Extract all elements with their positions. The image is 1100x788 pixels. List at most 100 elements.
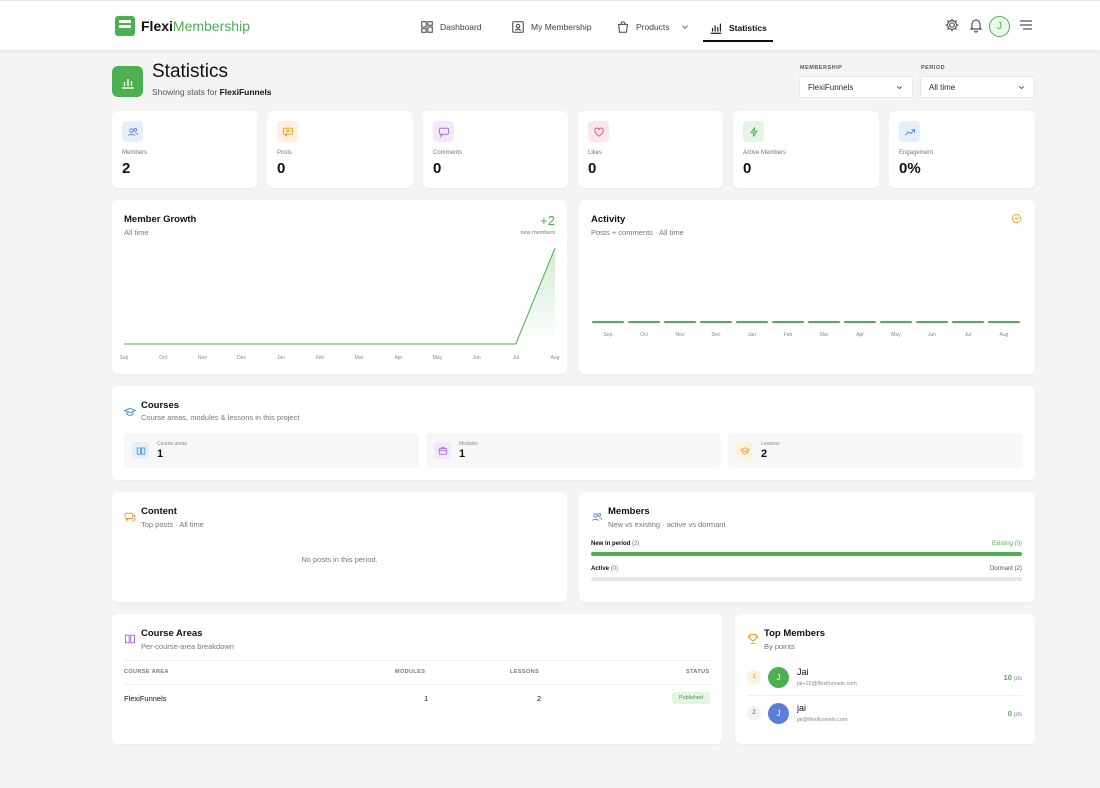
courses-title: Courses [141,400,180,411]
rank-badge: 2 [747,706,761,720]
book-icon [125,634,135,644]
activity-bar[interactable] [736,321,768,323]
graduation-cap-icon [124,407,136,416]
col-header-course-area[interactable]: COURSE AREA [124,669,169,675]
member-email: jai@flexifunnels.com [797,717,848,723]
x-tick-label: Jan [748,332,756,338]
lessons-tile: Lessons 2 [728,433,1023,468]
statistics-page-icon [112,66,143,97]
period-select-value: All time [929,82,956,92]
membership-filter-label: MEMBERSHIP [800,65,843,71]
activity-card: Activity Posts + comments · All time Sep… [579,200,1035,374]
chevron-down-icon [896,85,903,89]
growth-area-fill [124,248,555,344]
period-select[interactable]: All time [920,76,1035,98]
col-header-lessons[interactable]: LESSONS [510,669,540,675]
stat-card-comments: Comments 0 [423,111,568,188]
member-growth-delta: +2 [540,213,555,228]
member-name: Jai [797,667,809,677]
col-header-status[interactable]: STATUS [686,669,710,675]
subtitle-project-name: FlexiFunnels [219,87,272,97]
nav-products-label: Products [636,22,670,32]
nav-my-membership[interactable]: My Membership [511,15,591,39]
user-avatar[interactable]: J [989,16,1010,37]
nav-statistics[interactable]: Statistics [703,15,773,42]
membership-select-value: FlexiFunnels [808,82,854,92]
x-tick-label: Feb [316,355,325,361]
brand-name-part2: Membership [172,18,250,34]
nav-dashboard-label: Dashboard [440,22,482,32]
nav-products[interactable]: Products [616,15,690,39]
member-growth-title: Member Growth [124,214,197,225]
nav-dashboard[interactable]: Dashboard [420,15,482,39]
activity-chart: Sep Oct Nov Dec Jan Feb Mar Apr May Jun Jul Aug [592,321,1020,338]
member-points: 0 pts [1007,709,1022,718]
activity-bar[interactable] [772,321,804,323]
lightning-icon [743,121,764,142]
tile-label: Course areas [157,441,188,447]
member-growth-chart: Sep Oct Nov Dec Jan Feb Mar Apr May Jun Jul Aug [120,247,560,361]
bell-icon[interactable] [968,17,984,33]
activity-bar[interactable] [700,321,732,323]
new-in-period-label: New in period (2) [591,541,640,547]
x-tick-label: Jul [965,332,971,338]
activity-bar[interactable] [592,321,624,323]
stat-value: 2 [122,160,131,177]
existing-label: Existing (0) [991,541,1022,547]
logo-icon [115,16,135,36]
members-icon [592,512,602,521]
activity-bar[interactable] [664,321,696,323]
course-area-name[interactable]: FlexiFunnels [124,694,167,703]
heart-icon [588,121,609,142]
activity-bar[interactable] [880,321,912,323]
rank-badge: 1 [747,670,761,684]
member-email: jai+22@flexifunnels.com [797,681,857,687]
menu-icon[interactable] [1018,17,1034,33]
activity-bar[interactable] [988,321,1020,323]
course-areas-card: Course Areas Per-course-area breakdown [112,614,722,744]
x-tick-label: Nov [676,332,685,338]
course-area-modules: 1 [424,694,429,703]
members-title: Members [608,506,650,517]
tile-value: 2 [761,448,768,460]
stat-card-members: Members 2 [112,111,257,188]
col-header-modules[interactable]: MODULES [395,669,426,675]
activity-icon [1011,213,1022,224]
x-tick-label: Jan [277,355,285,361]
x-tick-label: Sep [604,332,613,338]
divider [124,660,710,661]
activity-bar[interactable] [916,321,948,323]
x-tick-label: Apr [394,355,402,361]
avatar: J [768,667,789,688]
stat-card-engagement: Engagement 0% [889,111,1035,188]
cap-icon [736,442,753,459]
brand-name-part1: Flexi [141,18,173,34]
x-tick-label: Nov [198,355,207,361]
member-growth-subtitle: All time [124,228,149,237]
activity-bar[interactable] [808,321,840,323]
stat-value: 0 [433,160,442,177]
activity-bar[interactable] [628,321,660,323]
activity-bar[interactable] [952,321,984,323]
membership-select[interactable]: FlexiFunnels [799,76,913,98]
top-members-subtitle: By points [764,642,795,651]
x-tick-label: Sep [120,355,129,361]
x-tick-label: May [433,355,443,361]
dormant-label: Dormant (2) [989,566,1022,572]
brand-logo[interactable]: FlexiMembership [115,16,250,36]
content-empty-state: No posts in this period. [301,555,378,564]
x-tick-label: Oct [159,355,167,361]
tile-label: Modules [459,441,478,447]
x-tick-label: Jun [473,355,481,361]
course-areas-subtitle: Per-course-area breakdown [141,642,234,651]
activity-bar[interactable] [844,321,876,323]
member-growth-card: Member Growth All time +2 new members Se… [112,200,567,374]
content-card: Content Top posts · All time No posts in… [112,492,567,602]
x-tick-label: Dec [237,355,246,361]
x-tick-label: Oct [640,332,648,338]
book-icon [132,442,149,459]
gear-icon[interactable] [944,17,960,33]
stat-card-active-members: Active Members 0 [733,111,879,188]
top-navbar: FlexiMembership Dashboard My Membership … [0,0,1100,50]
nav-my-membership-label: My Membership [531,22,592,32]
